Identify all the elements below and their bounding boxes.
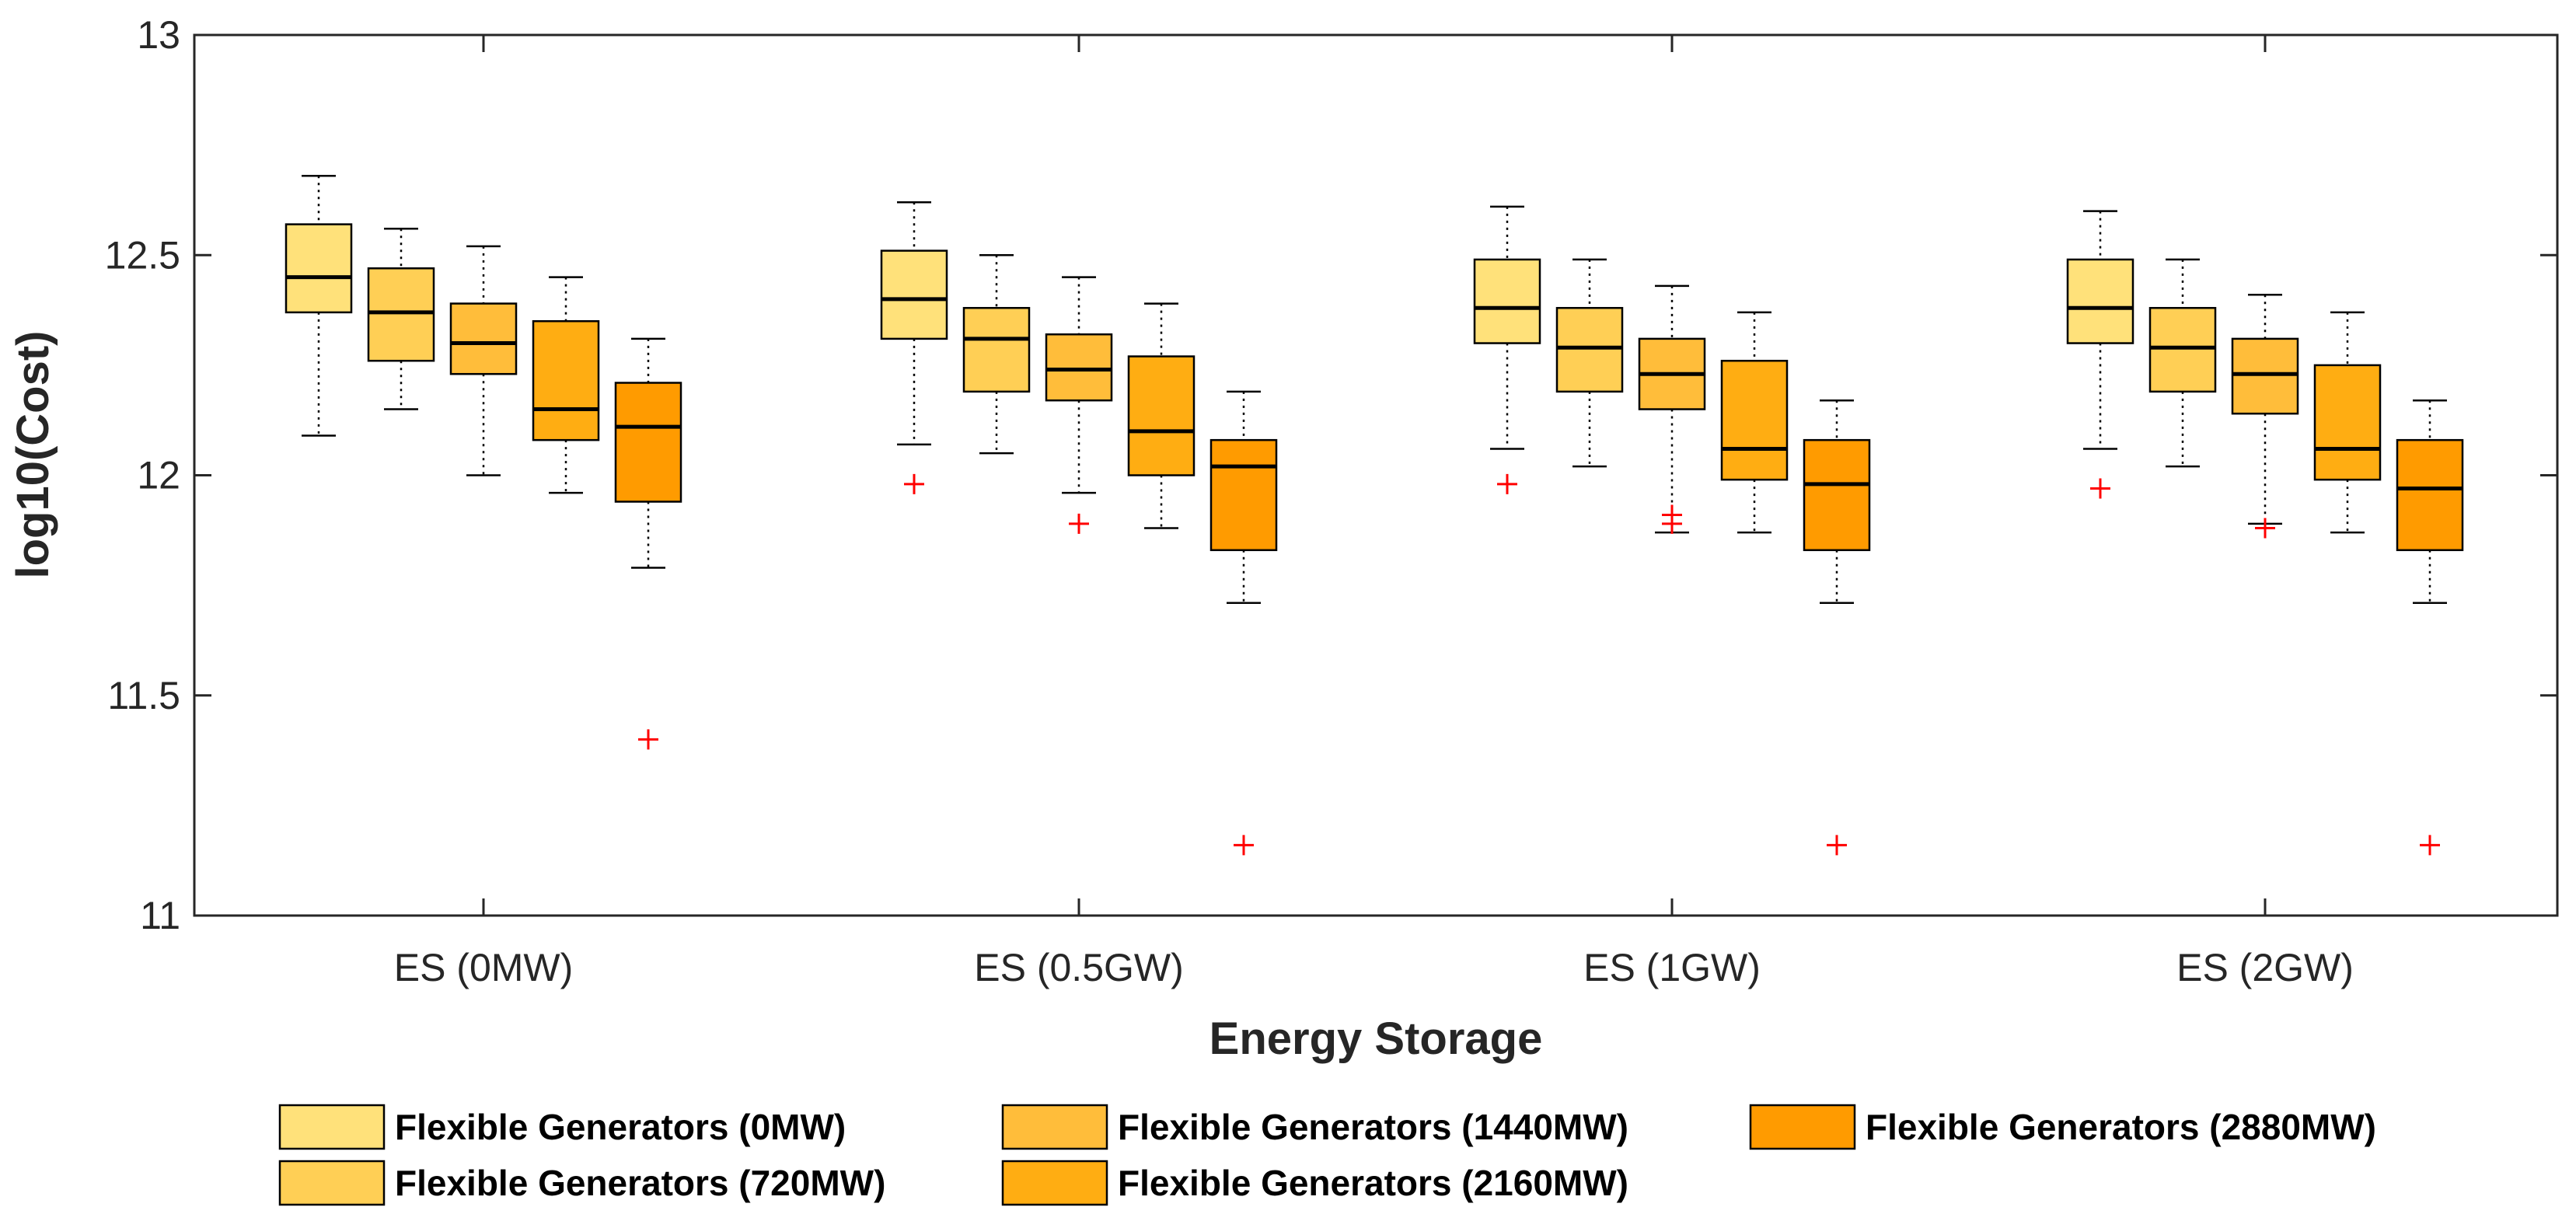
legend-label: Flexible Generators (2880MW) — [1866, 1107, 2376, 1147]
legend-item-3: Flexible Generators (2160MW) — [1001, 1160, 1628, 1206]
iqr-box — [284, 223, 353, 314]
iqr-box — [532, 319, 600, 441]
box-series-4-group-0 — [614, 337, 682, 750]
outlier-marker — [1827, 835, 1847, 856]
x-axis-label: Energy Storage — [1209, 1013, 1543, 1064]
legend-label: Flexible Generators (1440MW) — [1118, 1107, 1628, 1147]
outlier-marker — [2255, 518, 2275, 539]
outlier-marker — [904, 473, 924, 494]
x-tick-label: ES (1GW) — [1583, 946, 1761, 989]
y-tick-label: 12.5 — [105, 233, 180, 277]
box-series-0-group-0 — [284, 175, 353, 437]
legend-swatch — [278, 1104, 386, 1150]
legend-swatch — [1001, 1104, 1108, 1150]
box-series-0-group-1 — [880, 201, 948, 494]
box-series-0-group-2 — [1473, 205, 1541, 494]
outlier-marker — [2090, 478, 2110, 499]
legend-item-4: Flexible Generators (2880MW) — [1749, 1104, 2376, 1150]
iqr-box — [2231, 337, 2299, 415]
y-tick-label: 13 — [137, 13, 180, 57]
plot-frame — [193, 33, 2559, 917]
y-axis-label: log10(Cost) — [8, 331, 58, 579]
iqr-box — [1803, 438, 1871, 552]
box-series-3-group-3 — [2313, 311, 2382, 534]
box-series-4-group-1 — [1209, 390, 1278, 856]
box-series-2-group-2 — [1638, 284, 1706, 534]
box-series-2-group-0 — [449, 245, 518, 476]
y-tick-label: 11.5 — [107, 674, 180, 717]
iqr-box — [2148, 306, 2217, 393]
legend-item-2: Flexible Generators (1440MW) — [1001, 1104, 1628, 1150]
legend-label: Flexible Generators (720MW) — [395, 1163, 885, 1203]
y-tick-label: 11 — [140, 894, 180, 937]
box-series-4-group-3 — [2396, 399, 2464, 856]
x-tick-label: ES (0MW) — [394, 946, 574, 989]
box-series-1-group-0 — [367, 228, 435, 410]
axes: 11 11.5 12 12.5 13 ES (0MW) ES (0.5GW) ES (1GW)… — [105, 13, 2559, 989]
outlier-marker — [1069, 513, 1089, 534]
iqr-box — [614, 382, 682, 503]
box-series-1-group-1 — [962, 254, 1031, 455]
iqr-box — [1045, 333, 1113, 402]
outlier-marker — [638, 729, 658, 750]
iqr-box — [962, 306, 1031, 393]
iqr-box — [2066, 258, 2134, 344]
iqr-box — [880, 249, 948, 340]
plot-area — [284, 175, 2464, 856]
box-series-4-group-2 — [1803, 399, 1871, 856]
iqr-box — [1127, 355, 1196, 476]
iqr-box — [367, 267, 435, 362]
outlier-marker — [1497, 473, 1517, 494]
outlier-marker — [2420, 835, 2440, 856]
legend-swatch — [278, 1160, 386, 1206]
legend-swatch — [1001, 1160, 1108, 1206]
box-series-0-group-3 — [2066, 210, 2134, 499]
legend-swatch — [1749, 1104, 1856, 1150]
y-tick-label: 12 — [137, 454, 180, 497]
legend-label: Flexible Generators (2160MW) — [1118, 1163, 1628, 1203]
iqr-box — [2396, 438, 2464, 552]
legend-label: Flexible Generators (0MW) — [395, 1107, 846, 1147]
box-series-3-group-0 — [532, 276, 600, 494]
iqr-box — [1209, 438, 1278, 552]
iqr-box — [2313, 364, 2382, 481]
box-series-2-group-3 — [2231, 293, 2299, 539]
box-series-2-group-1 — [1045, 276, 1113, 534]
box-series-3-group-2 — [1720, 311, 1789, 534]
outlier-marker — [1662, 504, 1682, 525]
box-series-1-group-3 — [2148, 258, 2217, 468]
iqr-box — [1473, 258, 1541, 344]
legend-item-1: Flexible Generators (720MW) — [278, 1160, 885, 1206]
box-series-1-group-2 — [1555, 258, 1624, 468]
legend: Flexible Generators (0MW) Flexible Genera… — [278, 1104, 2376, 1206]
iqr-box — [1720, 359, 1789, 481]
x-tick-label: ES (2GW) — [2176, 946, 2354, 989]
legend-item-0: Flexible Generators (0MW) — [278, 1104, 846, 1150]
box-series-3-group-1 — [1127, 302, 1196, 529]
outlier-marker — [1234, 835, 1254, 856]
iqr-box — [449, 302, 518, 375]
iqr-box — [1555, 306, 1624, 393]
x-tick-label: ES (0.5GW) — [974, 946, 1183, 989]
